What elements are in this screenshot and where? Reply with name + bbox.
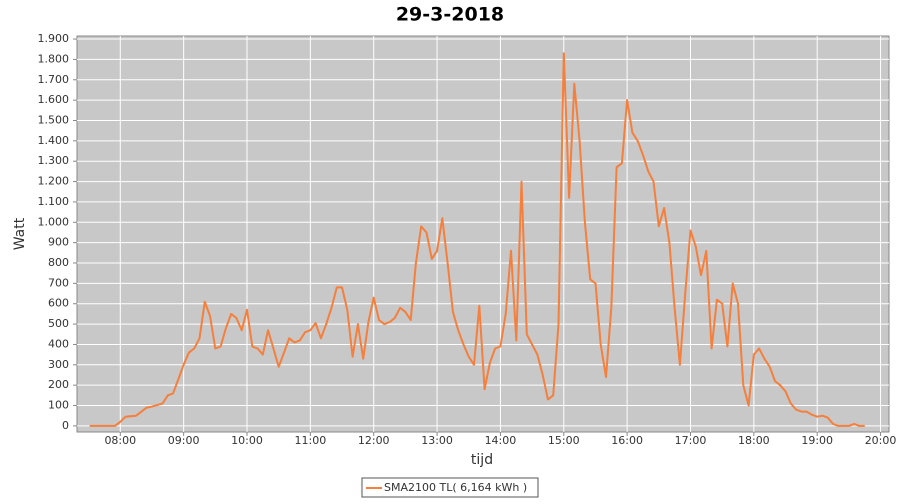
y-tick-label: 1.700 bbox=[38, 73, 70, 86]
x-tick-label: 14:00 bbox=[485, 434, 517, 447]
y-tick-label: 1.600 bbox=[38, 93, 70, 106]
y-tick-label: 1.200 bbox=[38, 175, 70, 188]
x-tick-label: 19:00 bbox=[801, 434, 833, 447]
x-tick-label: 11:00 bbox=[295, 434, 327, 447]
y-tick-label: 400 bbox=[48, 337, 69, 350]
legend-label: SMA2100 TL( 6,164 kWh ) bbox=[384, 481, 527, 494]
x-tick-label: 09:00 bbox=[168, 434, 200, 447]
legend-box bbox=[361, 477, 539, 498]
x-tick-label: 17:00 bbox=[675, 434, 707, 447]
y-tick-label: 0 bbox=[62, 419, 69, 432]
x-tick-label: 10:00 bbox=[231, 434, 263, 447]
y-tick-label: 1.300 bbox=[38, 154, 70, 167]
x-tick-label: 16:00 bbox=[611, 434, 643, 447]
y-tick-label: 1.900 bbox=[38, 32, 70, 45]
y-axis-label: Watt bbox=[12, 217, 28, 250]
x-tick-label: 08:00 bbox=[104, 434, 136, 447]
x-axis-label: tijd bbox=[471, 452, 493, 468]
y-tick-label: 500 bbox=[48, 317, 69, 330]
data-line bbox=[89, 52, 865, 427]
y-tick-label: 1.100 bbox=[38, 195, 70, 208]
y-tick-label: 1.800 bbox=[38, 52, 70, 65]
y-tick-label: 1.400 bbox=[38, 134, 70, 147]
x-tick-label: 15:00 bbox=[548, 434, 580, 447]
y-tick-label: 600 bbox=[48, 297, 69, 310]
y-tick-label: 700 bbox=[48, 276, 69, 289]
y-tick-label: 900 bbox=[48, 236, 69, 249]
y-tick-label: 200 bbox=[48, 378, 69, 391]
chart-title: 29-3-2018 bbox=[396, 4, 504, 26]
y-tick-label: 1.000 bbox=[38, 215, 70, 228]
x-tick-label: 20:00 bbox=[865, 434, 897, 447]
x-tick-label: 18:00 bbox=[738, 434, 770, 447]
x-tick-label: 12:00 bbox=[358, 434, 390, 447]
y-tick-label: 1.500 bbox=[38, 113, 70, 126]
x-tick-label: 13:00 bbox=[421, 434, 453, 447]
y-tick-label: 300 bbox=[48, 358, 69, 371]
y-tick-label: 100 bbox=[48, 399, 69, 412]
y-tick-label: 800 bbox=[48, 256, 69, 269]
